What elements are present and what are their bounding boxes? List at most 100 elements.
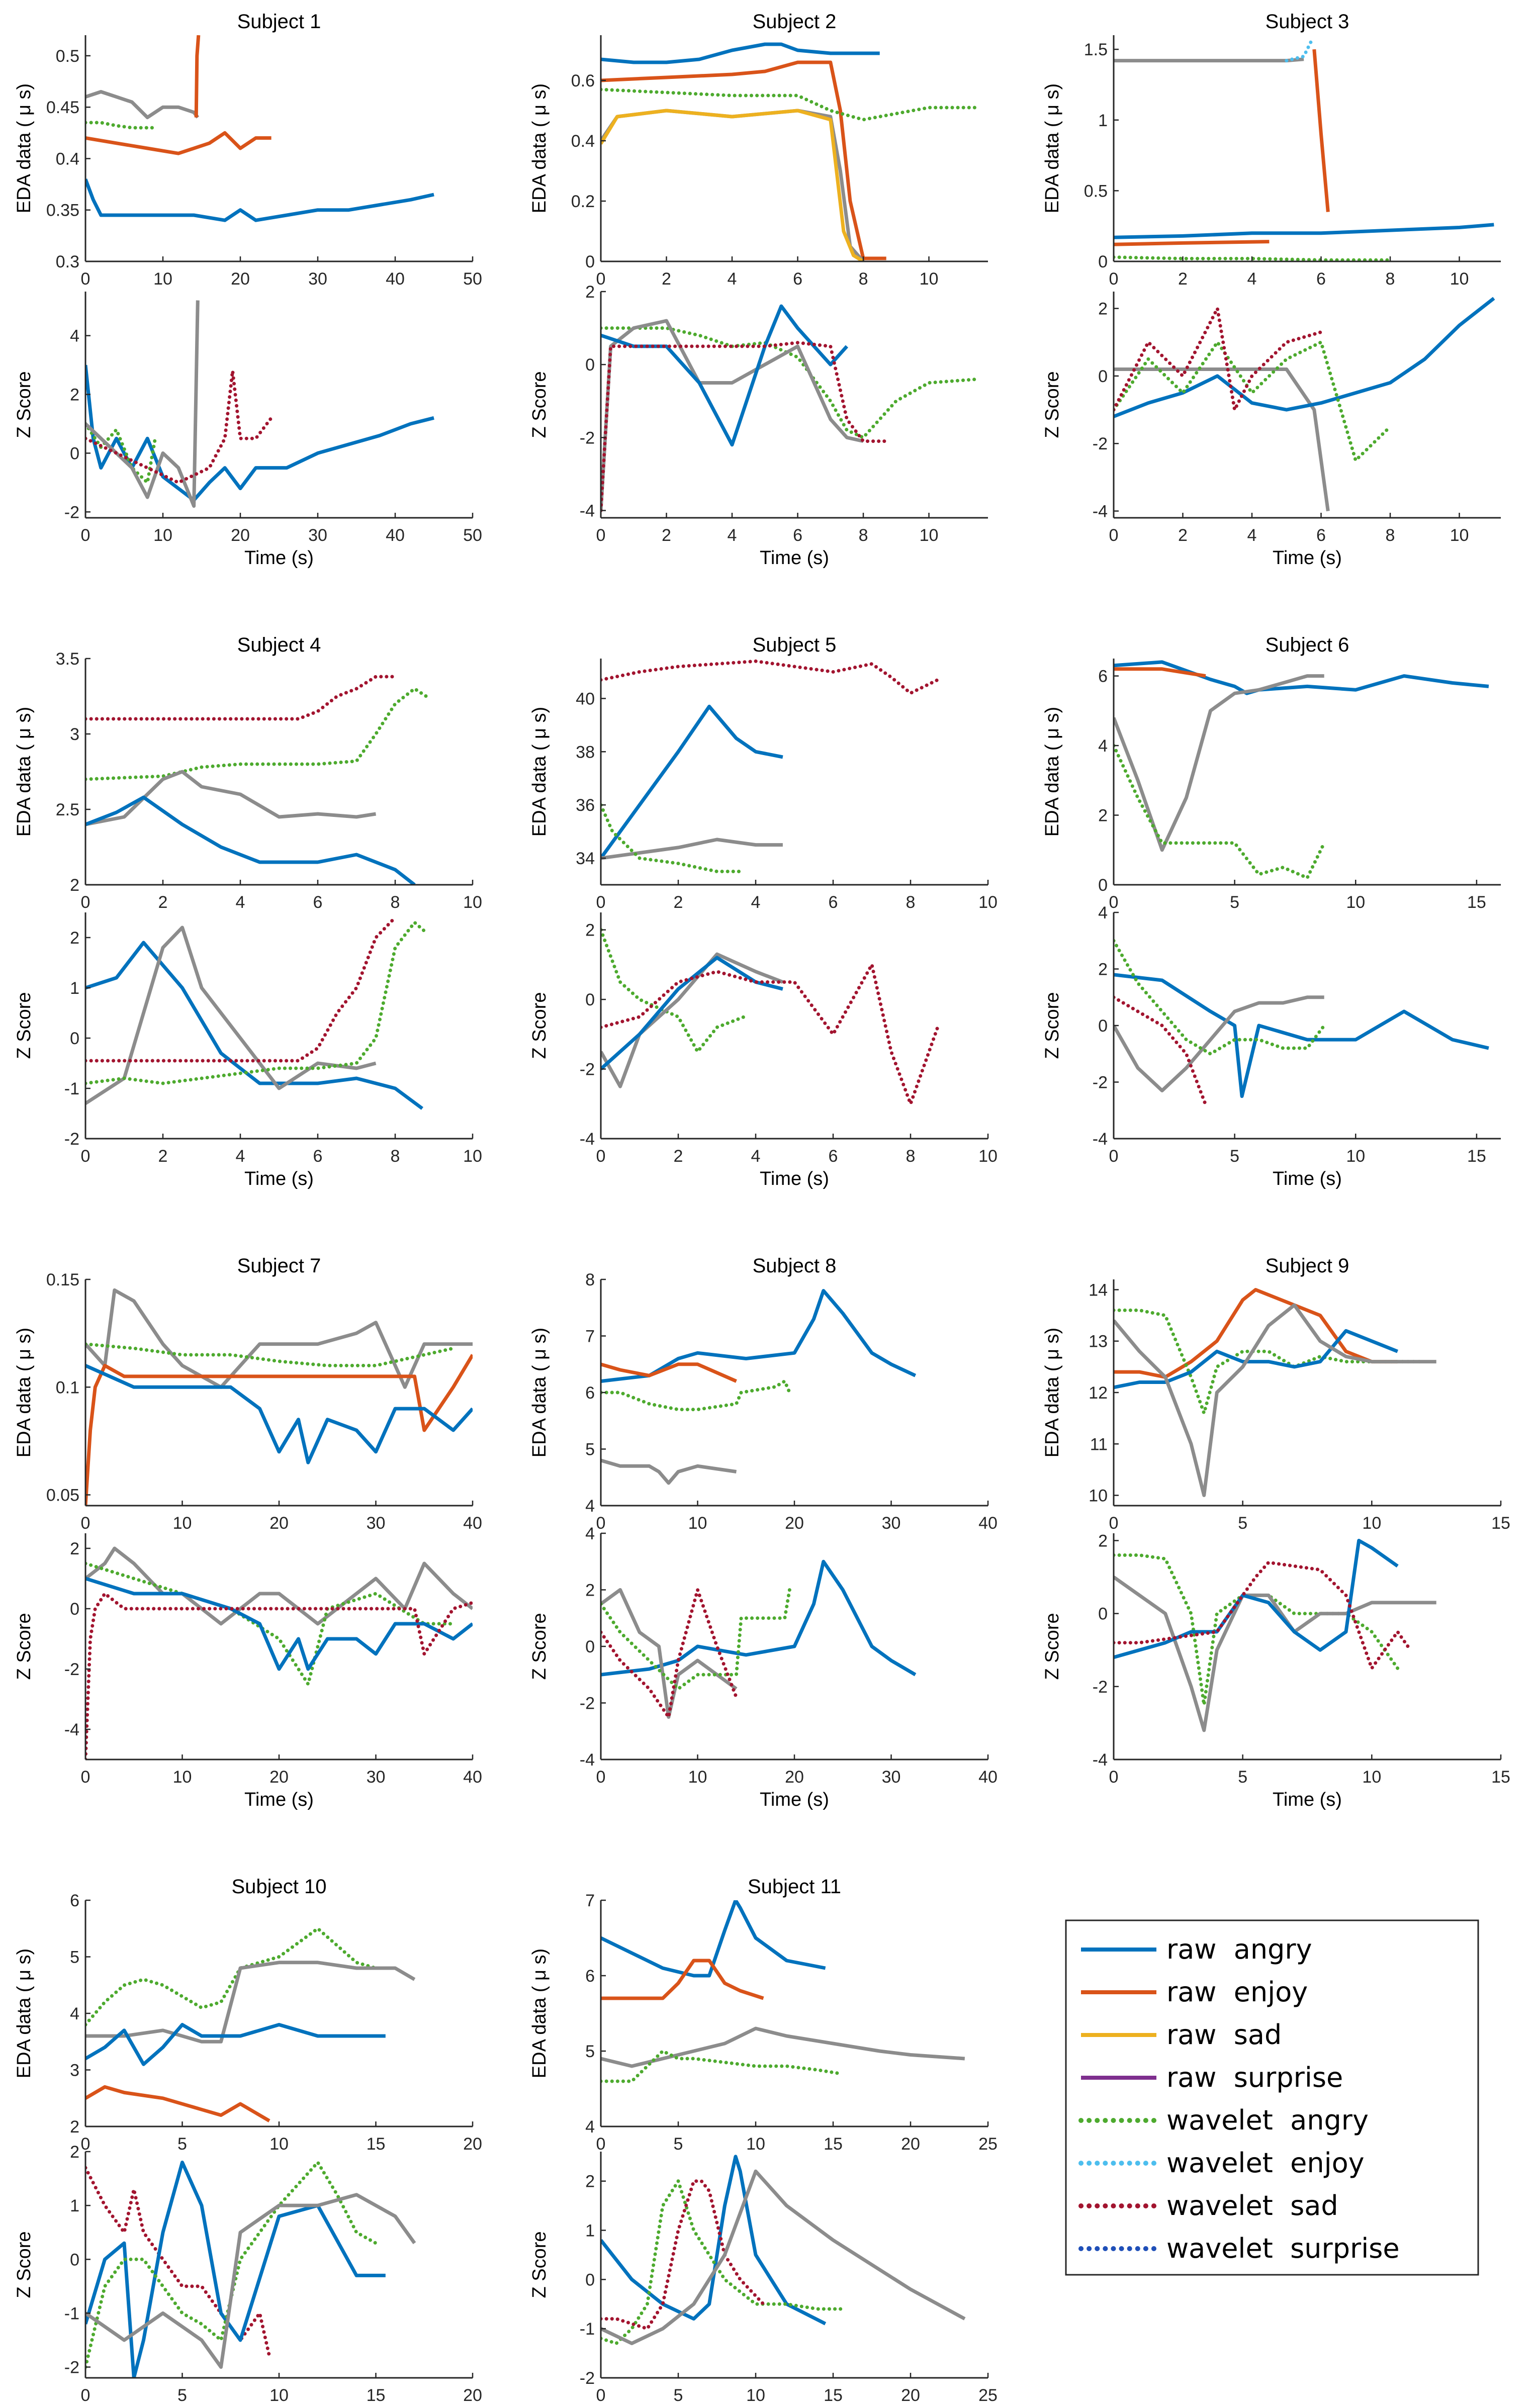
subject-7-z-series-3-line bbox=[85, 1577, 473, 1671]
subject-4-eda-series-4-line bbox=[85, 795, 416, 885]
subject-3-eda-x-tick-label: 6 bbox=[1316, 269, 1326, 289]
subject-11-eda-title: Subject 11 bbox=[748, 1876, 841, 1898]
subject-4-eda-y-tick-label: 3 bbox=[70, 725, 79, 744]
subject-7-eda-x-tick-label: 0 bbox=[81, 1514, 91, 1533]
subject-3-eda-y-tick-label: 0 bbox=[1098, 252, 1108, 271]
legend-label-raw-sad: raw sad bbox=[1166, 2019, 1282, 2051]
subject-3-z-y-tick-label: -2 bbox=[1093, 434, 1108, 453]
subject-3-z-x-tick-label: 4 bbox=[1247, 526, 1257, 545]
subject-3-eda-ylabel: EDA data ( μ s) bbox=[1042, 83, 1063, 213]
subject-10-z-y-tick-label: -1 bbox=[64, 2304, 79, 2323]
subject-2-eda-series-4-line bbox=[601, 109, 865, 261]
subject-9-z-x-tick-label: 5 bbox=[1238, 1768, 1247, 1787]
subject-8-z-y-tick-label: -4 bbox=[580, 1750, 595, 1770]
subject-2-z-ylabel: Z Score bbox=[529, 371, 550, 438]
subject-6-eda-series-2-line bbox=[1114, 667, 1206, 678]
subject-10-z-y-tick-label: 0 bbox=[70, 2250, 79, 2269]
subject-5-z-y-tick-label: 2 bbox=[585, 921, 595, 940]
subject-2-z-y-tick-label: 0 bbox=[585, 355, 595, 375]
subject-2-eda-x-tick-label: 6 bbox=[793, 269, 802, 289]
subject-11-z-x-tick-label: 15 bbox=[824, 2386, 843, 2405]
subject-1-z-x-tick-label: 40 bbox=[386, 526, 405, 545]
subject-3-eda-series-3-line bbox=[1312, 49, 1330, 212]
subject-5-z-series-4-line bbox=[601, 963, 940, 1106]
subject-9-z-series-4-line bbox=[1114, 1560, 1412, 1670]
subject-10-eda-series-4-line bbox=[85, 2085, 270, 2122]
subject-11-eda-x-tick-label: 20 bbox=[901, 2135, 920, 2154]
subject-10-z-y-tick-label: 1 bbox=[70, 2196, 79, 2215]
subject-8-eda-y-tick-label: 6 bbox=[585, 1383, 595, 1403]
subject-9-eda-y-tick-label: 11 bbox=[1090, 1435, 1108, 1454]
subject-5-z-y-tick-label: -2 bbox=[580, 1060, 595, 1079]
subject-9-eda-ylabel: EDA data ( μ s) bbox=[1042, 1328, 1063, 1457]
subject-5-eda-x-tick-label: 4 bbox=[751, 893, 761, 912]
subject-10-eda-series-1-line bbox=[85, 1926, 378, 2026]
subject-9-z-xlabel: Time (s) bbox=[1273, 1789, 1342, 1810]
subject-10-z-x-tick-label: 20 bbox=[463, 2386, 482, 2405]
subject-10-z-x-tick-label: 5 bbox=[177, 2386, 187, 2405]
subject-1-z-x-tick-label: 10 bbox=[153, 526, 172, 545]
subject-6-z-x-tick-label: 5 bbox=[1230, 1147, 1239, 1166]
subject-2-z-series-4-line bbox=[601, 341, 888, 512]
subject-2-eda-y-tick-label: 0.4 bbox=[571, 132, 595, 151]
subject-6-z-y-tick-label: 4 bbox=[1098, 903, 1108, 922]
subject-3-z-x-tick-label: 2 bbox=[1178, 526, 1188, 545]
subject-4-z-y-tick-label: -1 bbox=[64, 1079, 79, 1098]
subject-5-eda-y-tick-label: 36 bbox=[576, 796, 595, 815]
subject-10-z-series-4-line bbox=[85, 2193, 416, 2369]
subject-1-eda-series-2-line bbox=[85, 121, 157, 130]
subject-6-eda-y-tick-label: 6 bbox=[1098, 667, 1108, 686]
subject-11-z-x-tick-label: 10 bbox=[746, 2386, 765, 2405]
subject-2-z-x-tick-label: 8 bbox=[859, 526, 868, 545]
subject-1-z-series-3-line bbox=[85, 300, 200, 508]
subject-3-eda-series-4-line bbox=[1114, 223, 1494, 239]
subject-8-z-y-tick-label: 2 bbox=[585, 1581, 595, 1600]
subject-5-z-panel: 0 2 4 6 8 10 -4 -2 0 2 Z Score Time (s) bbox=[529, 912, 998, 1189]
subject-4-eda-x-tick-label: 10 bbox=[463, 893, 482, 912]
subject-8-eda-x-tick-label: 40 bbox=[978, 1514, 998, 1533]
subject-2-eda-x-tick-label: 4 bbox=[728, 269, 737, 289]
subject-1-z-series-1-line bbox=[85, 364, 434, 502]
subject-7-z-xlabel: Time (s) bbox=[244, 1789, 314, 1810]
subject-6-eda-series-4-line bbox=[1114, 744, 1326, 880]
subject-2-eda-series-1-line bbox=[601, 42, 880, 64]
subject-6-z-y-tick-label: 2 bbox=[1098, 960, 1108, 979]
subject-7-eda-x-tick-label: 30 bbox=[367, 1514, 386, 1533]
subject-2-z-series-3-line bbox=[601, 304, 849, 447]
subject-11-eda-series-1-line bbox=[601, 1900, 826, 1978]
subject-3-z-x-tick-label: 0 bbox=[1109, 526, 1119, 545]
subject-3-eda-x-tick-label: 8 bbox=[1386, 269, 1395, 289]
subject-6-eda-x-tick-label: 0 bbox=[1109, 893, 1119, 912]
subject-6-z-series-4-line bbox=[1114, 995, 1208, 1106]
subject-5-eda-y-tick-label: 38 bbox=[576, 743, 595, 762]
subject-5-z-x-tick-label: 2 bbox=[674, 1147, 683, 1166]
subject-10-z-series-group bbox=[85, 2160, 416, 2378]
subject-2-z-series-2-line bbox=[601, 319, 864, 511]
subject-6-eda-series-3-line bbox=[1114, 674, 1324, 852]
subject-1-z-series-2-line bbox=[85, 422, 157, 485]
subject-10-z-x-tick-label: 15 bbox=[367, 2386, 386, 2405]
subject-2-eda-title: Subject 2 bbox=[753, 11, 837, 33]
subject-9-z-ylabel: Z Score bbox=[1042, 1613, 1063, 1680]
subject-11-z-ylabel: Z Score bbox=[529, 2231, 550, 2298]
subject-6-z-series-3-line bbox=[1114, 939, 1326, 1056]
subject-8-z-y-tick-label: 4 bbox=[585, 1524, 595, 1543]
subject-1-z-x-tick-label: 50 bbox=[463, 526, 482, 545]
subject-6-z-x-tick-label: 15 bbox=[1467, 1147, 1486, 1166]
subject-3-eda-title: Subject 3 bbox=[1266, 11, 1349, 33]
subject-8-eda-series-1-line bbox=[601, 1289, 917, 1383]
subject-8-eda-y-tick-label: 8 bbox=[585, 1270, 595, 1289]
subject-8-eda-y-tick-label: 7 bbox=[585, 1327, 595, 1346]
subject-6-z-y-tick-label: 0 bbox=[1098, 1016, 1108, 1036]
subject-7-z-x-tick-label: 30 bbox=[367, 1768, 386, 1787]
subject-5-z-series-group bbox=[601, 928, 940, 1106]
subject-2-eda-series-5-line bbox=[601, 109, 864, 261]
subject-7-eda-series-2-line bbox=[85, 1342, 455, 1367]
subject-9-z-x-tick-label: 10 bbox=[1362, 1768, 1381, 1787]
subject-11-eda-series-group bbox=[601, 1900, 965, 2083]
subject-2-z-y-tick-label: -2 bbox=[580, 428, 595, 447]
subject-5-eda-series-1-line bbox=[601, 659, 940, 695]
subject-6-eda-y-tick-label: 2 bbox=[1098, 806, 1108, 825]
subject-11-eda-ylabel: EDA data ( μ s) bbox=[529, 1949, 550, 2078]
